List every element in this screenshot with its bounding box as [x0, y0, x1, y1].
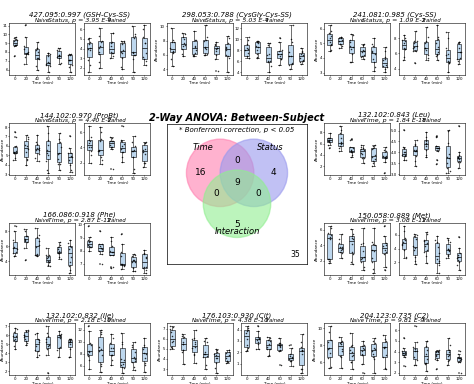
Text: 150.058:0.889 (Met): 150.058:0.889 (Met) [358, 212, 430, 218]
Text: Time: Time [193, 143, 214, 152]
Text: 144.102:0.970 (ProBt): 144.102:0.970 (ProBt) [40, 112, 119, 119]
Text: 35: 35 [291, 250, 300, 258]
Title: 2-Way ANOVA: Between-Subject: 2-Way ANOVA: Between-Subject [149, 113, 325, 123]
Text: 0: 0 [255, 189, 261, 199]
Text: 5: 5 [234, 220, 240, 229]
Text: Status, p = 5.03 E-4: Status, p = 5.03 E-4 [205, 18, 269, 23]
Text: 132.102:0.832 (Ile): 132.102:0.832 (Ile) [46, 312, 114, 319]
Text: 204.123:0.735 (C2): 204.123:0.735 (C2) [360, 312, 429, 319]
Text: Status, p = 1.09 E-2: Status, p = 1.09 E-2 [363, 18, 426, 23]
Text: 4: 4 [271, 168, 276, 177]
Text: Time, p = 9.81 E-9: Time, p = 9.81 E-9 [365, 318, 424, 323]
Text: Time, p = 2.87 E-12: Time, p = 2.87 E-12 [48, 218, 111, 223]
Text: 16: 16 [195, 168, 206, 177]
Text: Time, p = 3.08 E-12: Time, p = 3.08 E-12 [363, 218, 426, 223]
Text: 298.053:0.788 (CysGly-Cys-SS): 298.053:0.788 (CysGly-Cys-SS) [182, 12, 292, 18]
Text: Status, p = 4.40 E-2: Status, p = 4.40 E-2 [48, 118, 111, 123]
Text: Time, p = 1.84 E-18: Time, p = 1.84 E-18 [363, 118, 426, 123]
Text: 166.086:0.918 (Phe): 166.086:0.918 (Phe) [44, 212, 116, 218]
Text: 427.095:0.997 (GSH-Cys-SS): 427.095:0.997 (GSH-Cys-SS) [29, 12, 130, 18]
Circle shape [186, 139, 254, 207]
Text: 0: 0 [213, 189, 219, 199]
Text: Status: Status [257, 143, 284, 152]
Text: Status, p = 3.95 E-4: Status, p = 3.95 E-4 [48, 18, 111, 23]
Text: Interaction: Interaction [214, 227, 260, 236]
Circle shape [203, 170, 271, 237]
Text: Time, p = 4.38 E-10: Time, p = 4.38 E-10 [205, 318, 269, 323]
Text: Time, p = 2.18 E-10: Time, p = 2.18 E-10 [48, 318, 111, 323]
Text: 0: 0 [234, 156, 240, 165]
Circle shape [220, 139, 288, 207]
Text: 176.103:0.930 (Cit): 176.103:0.930 (Cit) [202, 312, 272, 319]
Text: 132.102:0.843 (Leu): 132.102:0.843 (Leu) [358, 112, 430, 118]
Text: 241.081:0.985 (Cys-SS): 241.081:0.985 (Cys-SS) [353, 12, 436, 18]
Text: * Bonferroni correction, p < 0.05: * Bonferroni correction, p < 0.05 [179, 127, 295, 133]
Text: 9: 9 [234, 178, 240, 187]
